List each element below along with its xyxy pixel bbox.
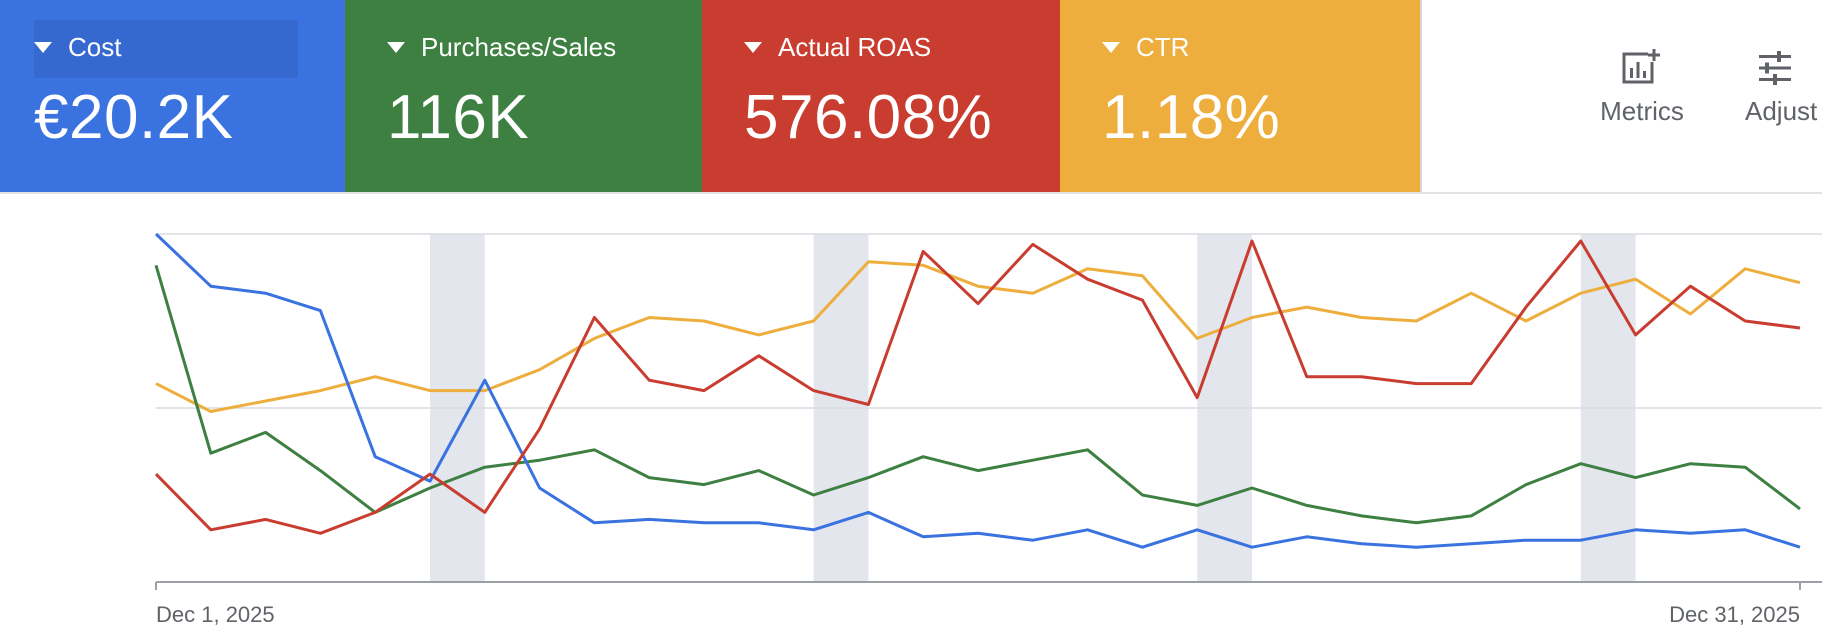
tune-icon bbox=[1759, 51, 1791, 85]
series-line[interactable] bbox=[154, 239, 1801, 535]
scorecard-value: 116K bbox=[387, 83, 530, 152]
scorecard-value: €20.2K bbox=[34, 83, 234, 152]
scorecard-purchases[interactable]: Purchases/Sales 116K bbox=[345, 0, 702, 192]
add-chart-icon bbox=[1622, 48, 1660, 84]
scorecard-roas[interactable]: Actual ROAS 576.08% bbox=[702, 0, 1060, 192]
dropdown-triangle-icon[interactable] bbox=[387, 42, 405, 53]
metrics-label: Metrics bbox=[1600, 96, 1684, 126]
x-axis-start-label: Dec 1, 2025 bbox=[156, 602, 275, 627]
chart-toolbar: Metrics Adjust bbox=[1422, 0, 1822, 192]
scorecard-value: 1.18% bbox=[1102, 83, 1281, 152]
scorecard-label: Purchases/Sales bbox=[421, 32, 617, 62]
scorecard-header[interactable]: Purchases/Sales bbox=[387, 32, 616, 63]
scorecard-header[interactable]: CTR bbox=[1102, 32, 1189, 63]
scorecard-label: CTR bbox=[1136, 32, 1190, 62]
scorecard-cost[interactable]: Cost €20.2K bbox=[0, 0, 345, 192]
dropdown-triangle-icon[interactable] bbox=[34, 42, 52, 53]
metrics-button[interactable]: Metrics bbox=[1587, 48, 1697, 127]
scorecard-header[interactable]: Actual ROAS bbox=[744, 32, 931, 63]
series-line[interactable] bbox=[154, 232, 1801, 549]
adjust-button[interactable]: Adjust bbox=[1745, 48, 1822, 127]
line-chart: Dec 1, 2025 Dec 31, 2025 bbox=[154, 232, 1822, 627]
header-divider bbox=[0, 192, 1822, 194]
scorecard-label: Actual ROAS bbox=[778, 32, 932, 62]
scorecard-hover-highlight bbox=[34, 20, 298, 78]
scorecard-header[interactable]: Cost bbox=[34, 32, 121, 63]
dropdown-triangle-icon[interactable] bbox=[1102, 42, 1120, 53]
scorecard-label: Cost bbox=[68, 32, 122, 62]
scorecards: Cost €20.2K Purchases/Sales 116K Actual … bbox=[0, 0, 1422, 192]
scorecard-ctr[interactable]: CTR 1.18% bbox=[1060, 0, 1422, 192]
series-lines bbox=[154, 232, 1801, 549]
dropdown-triangle-icon[interactable] bbox=[744, 42, 762, 53]
x-axis-end-label: Dec 31, 2025 bbox=[1669, 602, 1800, 627]
scorecard-value: 576.08% bbox=[744, 83, 993, 152]
series-line[interactable] bbox=[154, 264, 1801, 525]
grid-lines bbox=[155, 233, 1822, 590]
series-line[interactable] bbox=[155, 260, 1801, 413]
adjust-label: Adjust bbox=[1745, 96, 1818, 126]
